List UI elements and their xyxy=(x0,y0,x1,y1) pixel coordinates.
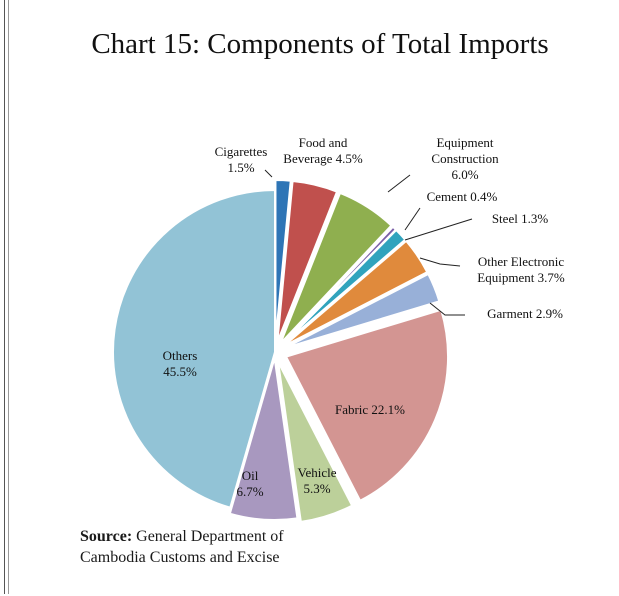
slice-labels: Cigarettes 1.5% Food and Beverage 4.5% Equip… xyxy=(163,135,565,499)
leader-line xyxy=(404,207,421,231)
slice-label: Equipment Construction 6.0% xyxy=(431,135,499,182)
slice-label-line: Garment 2.9% xyxy=(487,306,563,321)
slice-label: Vehicle 5.3% xyxy=(298,465,337,496)
source-text-line2: Cambodia Customs and Excise xyxy=(80,549,280,566)
slice-label-line: Equipment xyxy=(436,135,493,150)
slice-label-line: Beverage 4.5% xyxy=(283,151,363,166)
slice-label: Fabric 22.1% xyxy=(335,402,405,417)
pie-slice-garment xyxy=(283,272,441,350)
border-line xyxy=(4,0,5,594)
leader-line xyxy=(264,169,273,178)
slice-label-line: 6.7% xyxy=(236,484,263,499)
slice-label: Food and Beverage 4.5% xyxy=(283,135,363,166)
slice-label-line: 5.3% xyxy=(303,481,330,496)
slice-label-line: Fabric 22.1% xyxy=(335,402,405,417)
slice-label-line: 1.5% xyxy=(227,160,254,175)
chart-title: Chart 15: Components of Total Imports xyxy=(91,28,549,60)
slice-label-line: Vehicle xyxy=(298,465,337,480)
source-text-line1: General Department of xyxy=(132,528,284,545)
slice-label: Cement 0.4% xyxy=(427,189,498,204)
slice-label-line: Other Electronic xyxy=(478,254,564,269)
slice-label-line: Cement 0.4% xyxy=(427,189,498,204)
pie-slice-vehicle xyxy=(277,361,354,524)
source-note: Source: General Department of Cambodia C… xyxy=(80,526,284,568)
leader-line xyxy=(387,174,411,193)
slice-label: Oil 6.7% xyxy=(236,468,263,499)
leader-line xyxy=(429,302,465,316)
slice-label-line: Construction xyxy=(431,151,499,166)
slice-label-line: Others xyxy=(163,348,198,363)
leader-line xyxy=(419,257,461,267)
slice-label: Other Electronic Equipment 3.7% xyxy=(477,254,565,285)
pie-slice-equipment-construction xyxy=(279,191,393,345)
pie-slices xyxy=(112,179,450,524)
pie-slice-oil xyxy=(228,357,299,521)
pie-slice-others xyxy=(112,188,276,509)
slice-label: Garment 2.9% xyxy=(487,306,563,321)
source-label: Source: xyxy=(80,528,133,545)
pie-slice-other-electronic-equipment xyxy=(282,239,429,348)
border-line-inner xyxy=(8,0,9,594)
pie-slice-fabric xyxy=(284,308,450,503)
slice-label: Others 45.5% xyxy=(163,348,198,379)
slice-label-line: 45.5% xyxy=(163,364,197,379)
slice-label-line: 6.0% xyxy=(451,167,478,182)
slice-label-line: Equipment 3.7% xyxy=(477,270,565,285)
slice-label-line: Oil xyxy=(242,468,259,483)
leader-line xyxy=(404,218,473,241)
pie-slice-cigarettes xyxy=(274,179,292,343)
slice-label-line: Cigarettes xyxy=(215,144,268,159)
slice-label: Cigarettes 1.5% xyxy=(215,144,268,175)
leader-lines xyxy=(264,169,473,316)
slice-label-line: Steel 1.3% xyxy=(492,211,548,226)
pie-slice-food-and-beverage xyxy=(276,179,339,343)
slice-label-line: Food and xyxy=(299,135,348,150)
slice-label: Steel 1.3% xyxy=(492,211,548,226)
